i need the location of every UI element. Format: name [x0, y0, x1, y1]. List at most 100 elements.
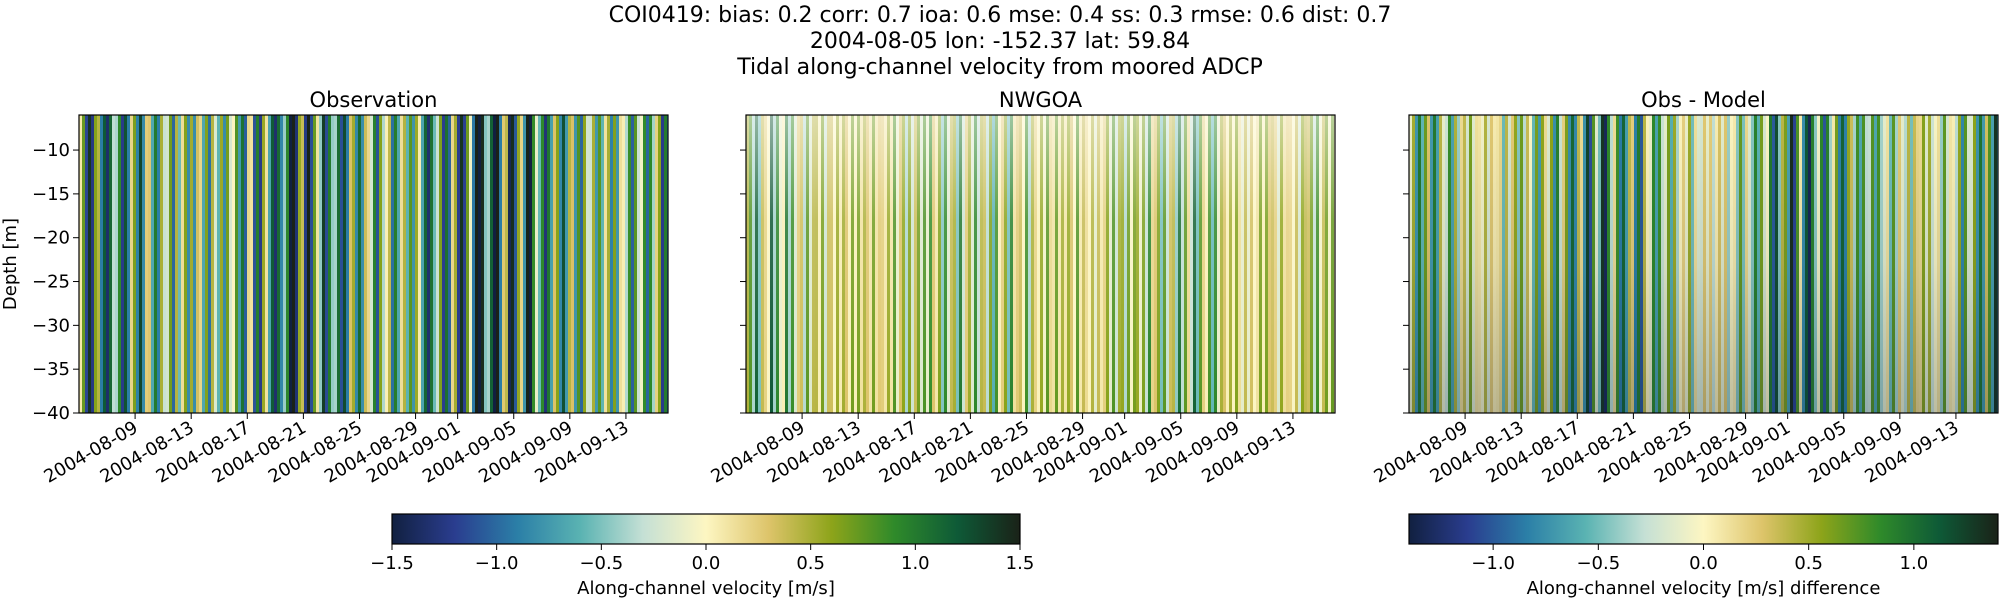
heatmap-column [103, 115, 107, 413]
heatmap-column [451, 115, 455, 413]
heatmap-column [412, 115, 416, 413]
heatmap-column [643, 115, 647, 413]
heatmap-column [319, 115, 323, 413]
heatmap-column [151, 115, 155, 413]
heatmap-column [79, 115, 83, 413]
heatmap-column [505, 115, 509, 413]
heatmap-column [562, 115, 566, 413]
heatmap-column [586, 115, 590, 413]
heatmap-column [127, 115, 131, 413]
heatmap-column [109, 115, 113, 413]
heatmap-column [133, 115, 137, 413]
heatmap-column [658, 115, 662, 413]
colorbars: −1.5 −1.0 −0.5 0.0 0.5 1.0 1.5 Along-channel ve… [370, 513, 1999, 599]
heatmap-column [289, 115, 293, 413]
heatmap-column [94, 115, 98, 413]
heatmap-shading [1409, 115, 1998, 413]
heatmap-column [181, 115, 185, 413]
heatmap-column [283, 115, 287, 413]
heatmap-column [244, 115, 248, 413]
heatmap-column [535, 115, 539, 413]
heatmap-column [556, 115, 560, 413]
heatmap-column [433, 115, 437, 413]
heatmap-column [547, 115, 551, 413]
heatmap-column [610, 115, 614, 413]
heatmap-column [559, 115, 563, 413]
y-tick-label: −15 [32, 184, 70, 205]
heatmap-column [553, 115, 557, 413]
heatmap-column [664, 115, 668, 413]
heatmap-column [199, 115, 203, 413]
heatmap-column [475, 115, 479, 413]
heatmap-column [595, 115, 599, 413]
heatmap-column [622, 115, 626, 413]
heatmap-column [346, 115, 350, 413]
heatmap-column [568, 115, 572, 413]
heatmap-column [409, 115, 413, 413]
heatmap-column [220, 115, 224, 413]
heatmap-column [376, 115, 380, 413]
heatmap-column [439, 115, 443, 413]
heatmap-column [538, 115, 542, 413]
heatmap-column [148, 115, 152, 413]
heatmap-column [136, 115, 140, 413]
y-tick-label: −35 [32, 359, 70, 380]
y-tick-label: −20 [32, 228, 70, 249]
heatmap-column [82, 115, 86, 413]
heatmap-column [202, 115, 206, 413]
heatmap-column [418, 115, 422, 413]
heatmap-column [583, 115, 587, 413]
heatmap-column [121, 115, 125, 413]
heatmap-column [421, 115, 425, 413]
heatmap-column [280, 115, 284, 413]
heatmap-column [274, 115, 278, 413]
heatmap-column [88, 115, 92, 413]
y-tick-label: −40 [32, 403, 70, 424]
heatmap-column [577, 115, 581, 413]
heatmap-column [502, 115, 506, 413]
heatmap-column [343, 115, 347, 413]
heatmap-column [382, 115, 386, 413]
heatmap-column [388, 115, 392, 413]
panel-3: Obs - Model2004-08-092004-08-132004-08-1… [1371, 88, 1999, 488]
heatmap-column [223, 115, 227, 413]
heatmap-column [298, 115, 302, 413]
heatmap-column [205, 115, 209, 413]
heatmap-column [529, 115, 533, 413]
heatmap-column [250, 115, 254, 413]
colorbar-gradient [391, 513, 1021, 545]
heatmap-column [478, 115, 482, 413]
heatmap-column [406, 115, 410, 413]
heatmap-column [490, 115, 494, 413]
heatmap-column [334, 115, 338, 413]
heatmap-column [598, 115, 602, 413]
heatmap-column [313, 115, 317, 413]
heatmap-column [607, 115, 611, 413]
heatmap-column [265, 115, 269, 413]
figure-title-line-1: COI0419: bias: 0.2 corr: 0.7 ioa: 0.6 ms… [609, 3, 1392, 28]
heatmap-column [112, 115, 116, 413]
heatmap-column [157, 115, 161, 413]
heatmap-column [286, 115, 290, 413]
heatmap-column [310, 115, 314, 413]
heatmap-column [631, 115, 635, 413]
heatmap-column [85, 115, 89, 413]
heatmap-column [391, 115, 395, 413]
heatmap-column [466, 115, 470, 413]
heatmap-column [373, 115, 377, 413]
colorbar-tick-label: −0.5 [579, 553, 623, 574]
heatmap-column [526, 115, 530, 413]
colorbar-2: −1.0 −0.5 0.0 0.5 1.0 Along-channel velocity … [1408, 513, 1999, 599]
heatmap-column [541, 115, 545, 413]
heatmap-column [424, 115, 428, 413]
heatmap-column [544, 115, 548, 413]
heatmap-column [340, 115, 344, 413]
heatmap-column [253, 115, 257, 413]
heatmap-column [511, 115, 515, 413]
heatmap-column [514, 115, 518, 413]
y-tick-label: −25 [32, 272, 70, 293]
heatmap-column [487, 115, 491, 413]
heatmap-column [259, 115, 263, 413]
panel-title: Observation [310, 88, 438, 112]
